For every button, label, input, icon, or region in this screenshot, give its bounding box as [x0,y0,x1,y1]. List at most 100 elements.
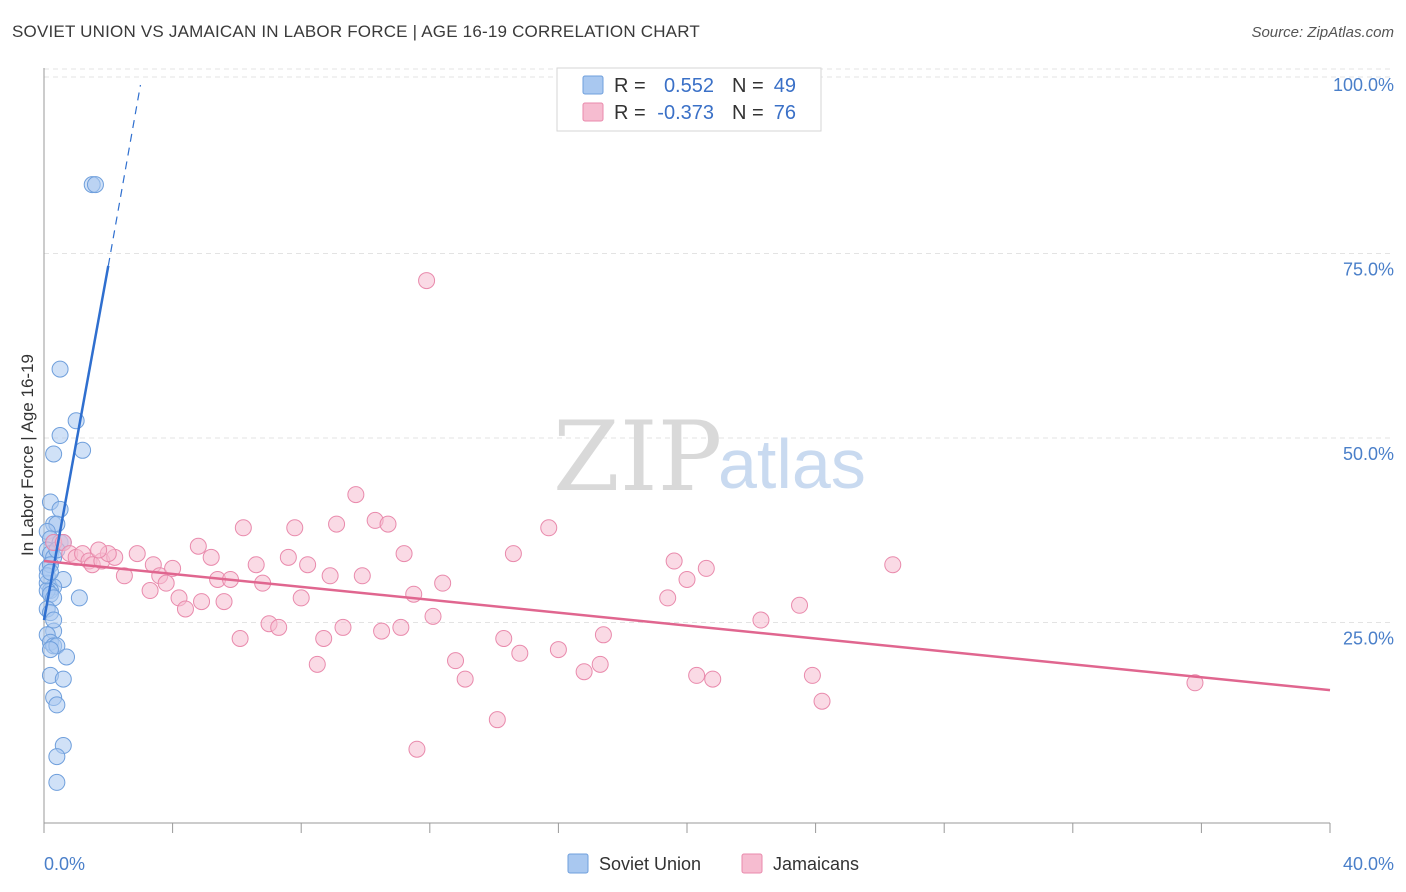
legend-r-label-soviet: R = [614,75,646,97]
watermark-zip: ZIP [553,401,722,513]
point-soviet-union [54,670,72,688]
point-jamaicans [791,596,809,614]
point-jamaicans [803,666,821,684]
point-jamaicans [234,519,252,537]
trend-line-soviet-union-extension [107,84,142,266]
point-jamaicans [704,670,722,688]
point-soviet-union [70,589,88,607]
point-jamaicans [488,711,506,729]
point-jamaicans [447,652,465,670]
point-jamaicans [279,548,297,566]
point-soviet-union [48,773,66,791]
chart-source: Source: ZipAtlas.com [1251,24,1394,41]
point-soviet-union [48,748,66,766]
point-soviet-union [58,648,76,666]
legend-n-label-jamaicans: N = [732,102,764,124]
point-soviet-union [51,360,69,378]
point-jamaicans [157,574,175,592]
point-jamaicans [434,574,452,592]
point-jamaicans [115,567,133,585]
y-tick-label: 75.0% [1343,260,1394,280]
legend-r-label-jamaicans: R = [614,102,646,124]
bottom-legend-label-jamaicans: Jamaicans [773,854,859,874]
y-tick-label: 100.0% [1333,75,1394,95]
point-jamaicans [321,567,339,585]
point-jamaicans [697,559,715,577]
point-jamaicans [549,641,567,659]
point-jamaicans [591,655,609,673]
point-jamaicans [176,600,194,618]
point-jamaicans [408,740,426,758]
point-soviet-union [86,176,104,194]
point-jamaicans [504,545,522,563]
legend: R = 0.552 N = 49 R = -0.373 N = 76 [556,67,822,132]
legend-n-value-soviet: 49 [774,75,796,97]
point-jamaicans [659,589,677,607]
watermark: ZIP atlas [553,401,866,513]
point-jamaicans [511,644,529,662]
point-jamaicans [540,519,558,537]
point-jamaicans [884,556,902,574]
point-jamaicans [231,630,249,647]
point-jamaicans [752,611,770,629]
bottom-legend-swatch-jamaicans [741,853,763,874]
legend-swatch-soviet [582,75,604,95]
point-jamaicans [379,515,397,533]
point-jamaicans [308,655,326,673]
point-jamaicans [418,272,436,290]
point-jamaicans [424,607,442,625]
y-tick-labels: 25.0% 50.0% 75.0% 100.0% [1333,75,1394,649]
chart-title: SOVIET UNION VS JAMAICAN IN LABOR FORCE … [12,22,700,41]
point-jamaicans [1186,674,1204,692]
point-jamaicans [395,545,413,563]
point-jamaicans [299,556,317,574]
y-tick-label: 50.0% [1343,444,1394,464]
legend-n-label-soviet: N = [732,75,764,97]
point-jamaicans [202,548,220,566]
point-jamaicans [189,537,207,555]
point-jamaicans [373,622,391,640]
point-jamaicans [688,666,706,684]
y-axis-label: In Labor Force | Age 16-19 [18,354,37,556]
point-jamaicans [141,582,159,600]
bottom-legend-swatch-soviet [567,853,589,874]
point-jamaicans [575,663,593,681]
point-jamaicans [813,692,831,710]
point-jamaicans [353,567,371,585]
point-jamaicans [347,486,365,504]
y-tick-label: 25.0% [1343,629,1394,649]
x-axis-ticks [43,823,1331,833]
point-jamaicans [594,626,612,644]
point-jamaicans [334,618,352,636]
point-jamaicans [665,552,683,570]
bottom-legend: Soviet Union Jamaicans [567,853,859,874]
point-soviet-union [45,445,63,463]
legend-r-value-jamaicans: -0.373 [657,102,714,124]
point-jamaicans [215,593,233,611]
legend-n-value-jamaicans: 76 [774,102,796,124]
trend-lines [42,84,1331,692]
bottom-legend-label-soviet: Soviet Union [599,854,701,874]
point-jamaicans [456,670,474,688]
point-jamaicans [392,618,410,636]
point-soviet-union [45,611,63,629]
legend-r-value-soviet: 0.552 [664,75,714,97]
trend-line-jamaicans [43,559,1331,692]
point-jamaicans [270,618,288,636]
point-soviet-union [51,427,69,445]
point-jamaicans [90,541,108,559]
gridlines [44,68,1394,623]
watermark-atlas: atlas [718,425,866,503]
point-jamaicans [495,630,513,647]
point-jamaicans [193,593,211,611]
point-jamaicans [286,519,304,537]
legend-swatch-jamaicans [582,102,604,122]
point-soviet-union [41,641,59,659]
point-soviet-union [48,696,66,714]
point-jamaicans [328,515,346,533]
x-tick-label-max: 40.0% [1343,854,1394,874]
point-jamaicans [678,570,696,588]
x-tick-label-min: 0.0% [44,854,85,874]
point-jamaicans [128,545,146,563]
